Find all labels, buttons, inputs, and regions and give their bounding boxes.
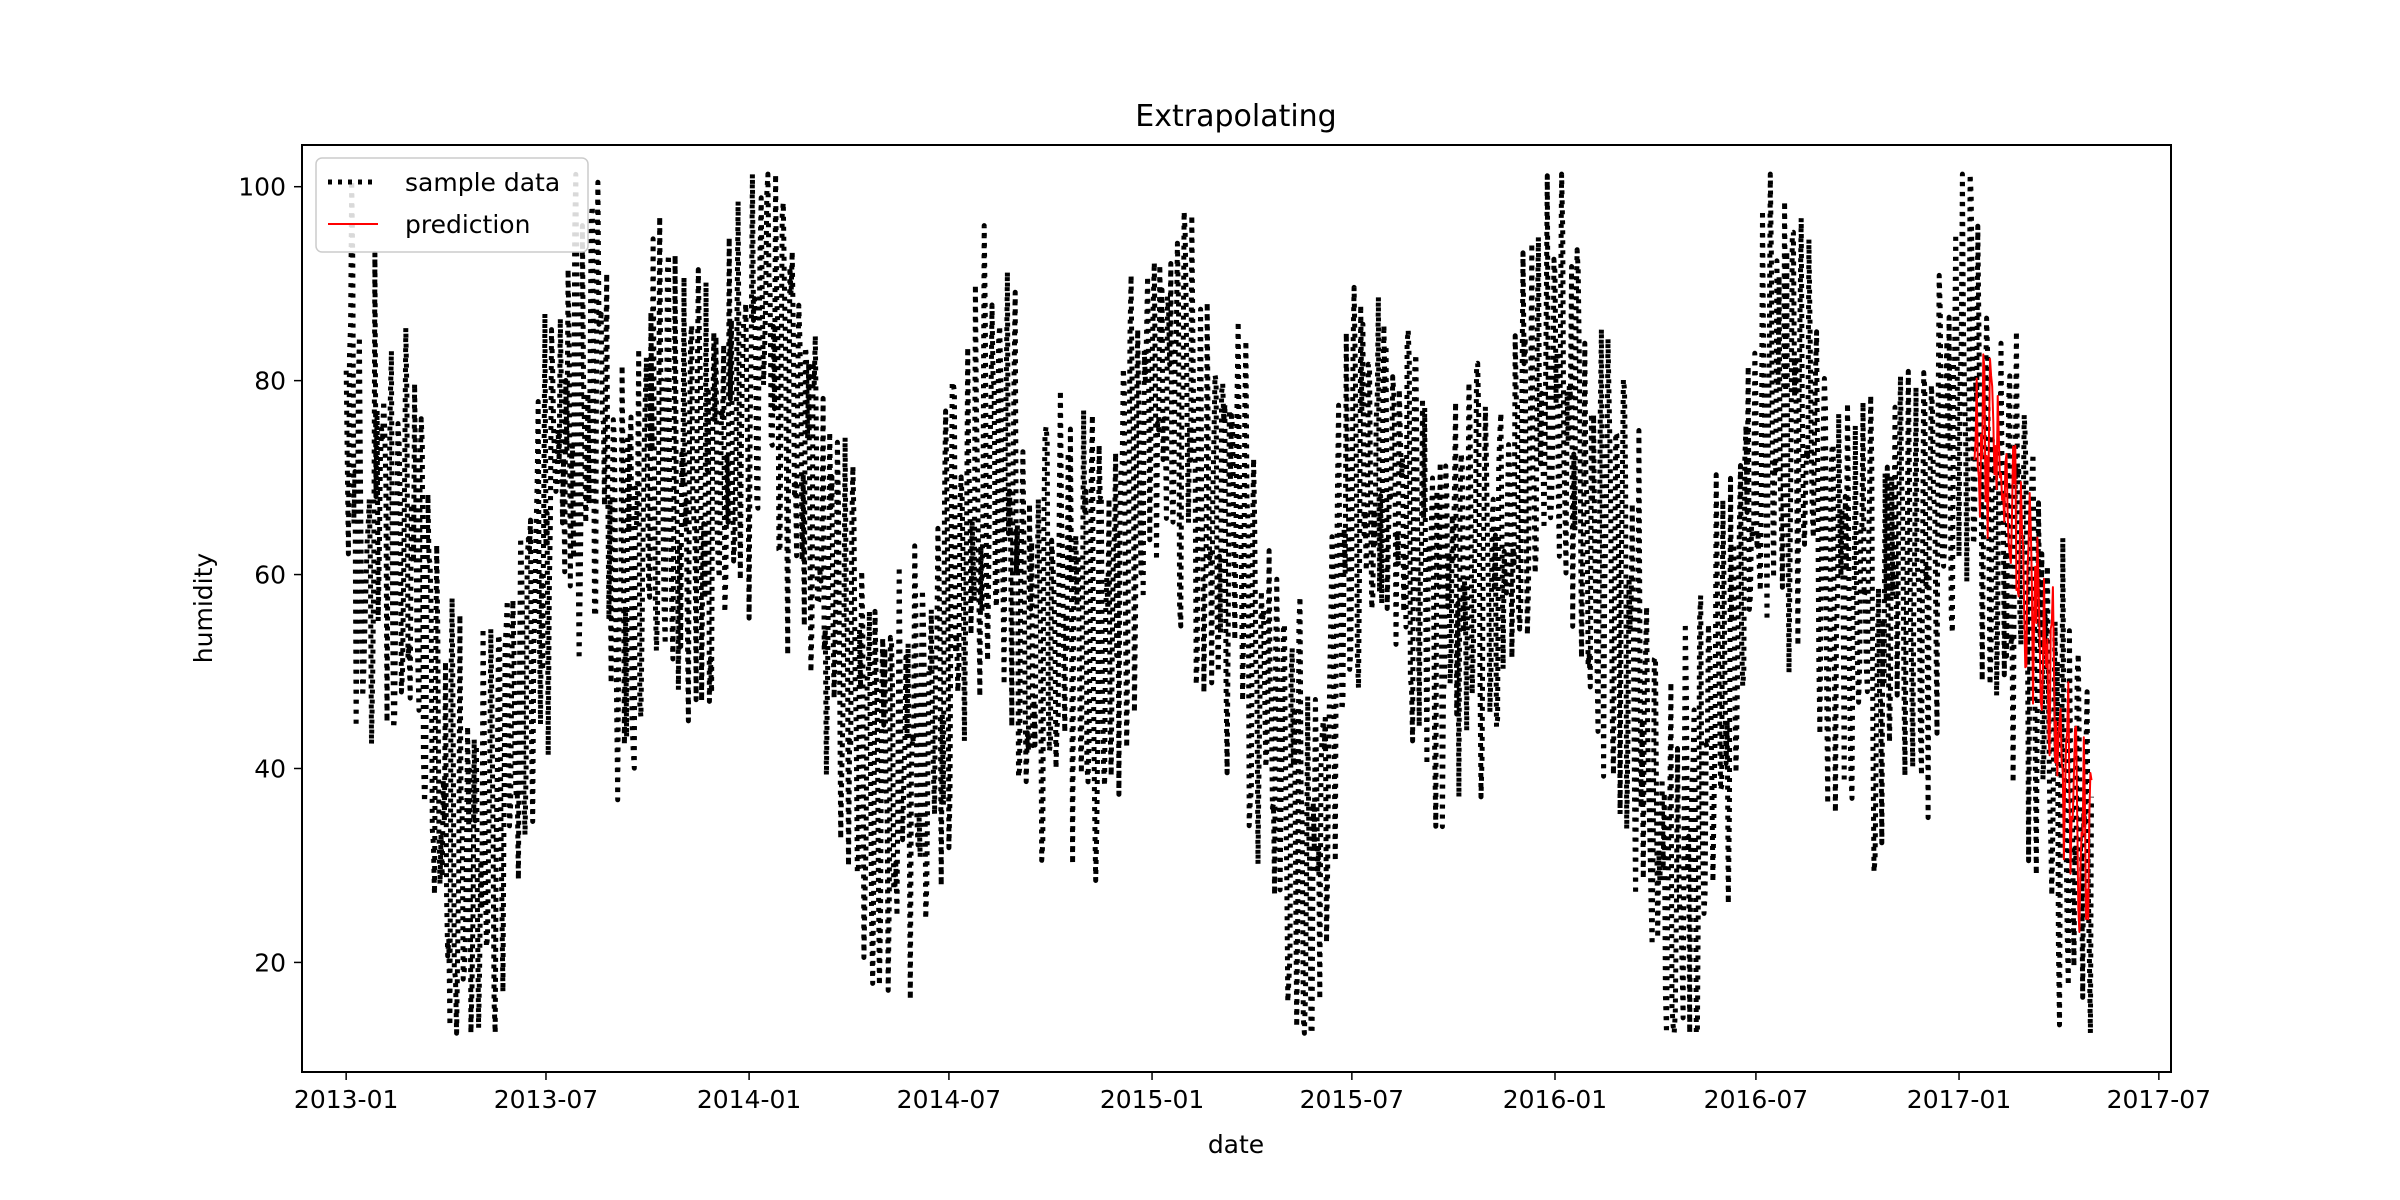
x-axis-label: date <box>1208 1130 1264 1159</box>
x-tick-label: 2017-07 <box>2107 1085 2211 1114</box>
legend-box <box>315 157 589 253</box>
x-tick-label: 2015-01 <box>1100 1085 1204 1114</box>
y-tick-label: 60 <box>254 561 286 590</box>
chart-title: Extrapolating <box>1135 99 1336 134</box>
x-tick-label: 2017-01 <box>1907 1085 2011 1114</box>
y-tick-label: 100 <box>238 173 286 202</box>
x-tick-label: 2016-07 <box>1704 1085 1808 1114</box>
sample-data-line <box>343 171 2094 1036</box>
y-axis-label: humidity <box>189 553 218 664</box>
x-axis: 2013-01 2013-07 2014-01 2014-07 2015-01 2015-… <box>294 1072 2211 1114</box>
series-layer <box>343 171 2094 1036</box>
y-axis: 20 40 60 80 100 <box>238 173 302 977</box>
x-tick-label: 2014-07 <box>897 1085 1001 1114</box>
prediction-line <box>1973 353 2093 933</box>
legend-prediction-label: prediction <box>405 210 530 239</box>
x-tick-label: 2014-01 <box>697 1085 801 1114</box>
x-tick-label: 2013-01 <box>294 1085 398 1114</box>
y-tick-label: 20 <box>254 948 286 977</box>
plot-frame <box>301 144 2172 1073</box>
x-tick-label: 2016-01 <box>1503 1085 1607 1114</box>
legend: sample data prediction <box>315 157 589 253</box>
y-tick-label: 80 <box>254 367 286 396</box>
x-tick-label: 2013-07 <box>494 1085 598 1114</box>
legend-sample-label: sample data <box>405 168 560 197</box>
x-tick-label: 2015-07 <box>1300 1085 1404 1114</box>
y-tick-label: 40 <box>254 754 286 783</box>
